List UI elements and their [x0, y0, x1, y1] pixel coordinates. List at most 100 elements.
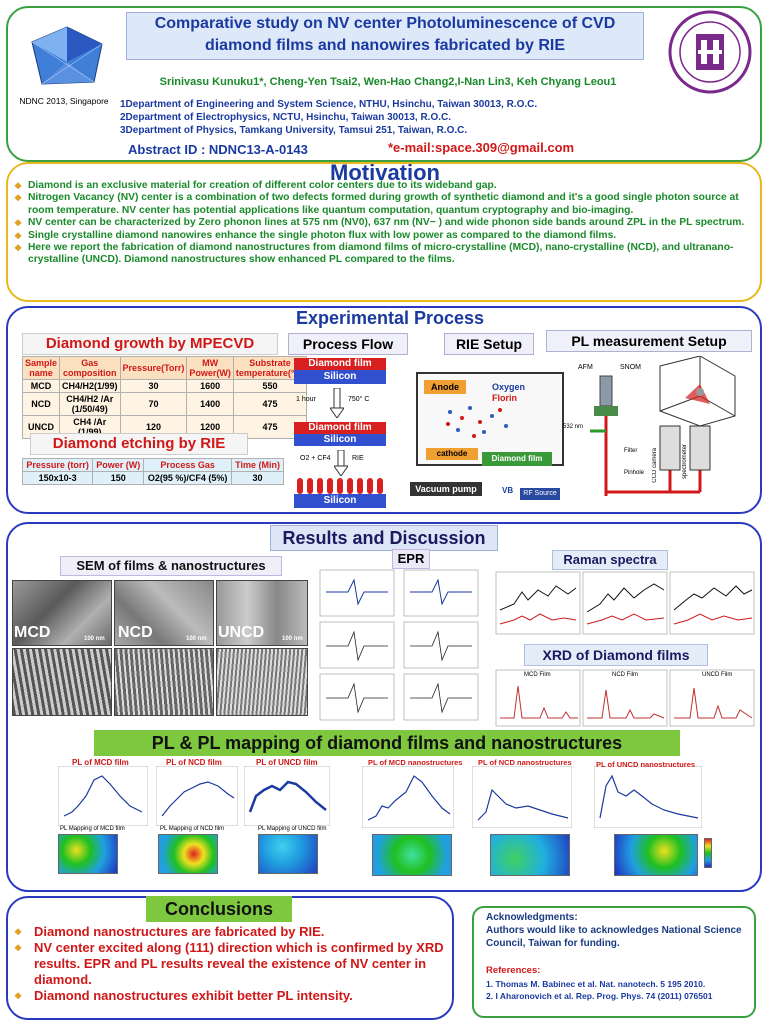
growth-cell: 475	[232, 392, 308, 416]
pl-setup-diagram	[560, 355, 756, 506]
growth-cell: 30	[119, 379, 188, 393]
poster-title-line1: Comparative study on NV center Photolumi…	[154, 15, 616, 32]
abstract-id: Abstract ID : NDNC13-A-0143	[128, 142, 308, 157]
raman-panel	[494, 570, 756, 636]
rie-vacuum-pump: Vacuum pump	[410, 482, 482, 496]
pl-label-4: PL of MCD nanostructures	[368, 758, 463, 767]
etch-cell: 150	[92, 471, 145, 485]
pl-spec-label: spectrometer	[682, 444, 688, 480]
raman-title: Raman spectra	[552, 550, 668, 570]
motivation-box	[6, 162, 762, 302]
pl-plot-ncd-film	[155, 765, 239, 827]
ack-title: Acknowledgments:	[486, 912, 578, 923]
pl-label-3: PL of UNCD film	[256, 758, 318, 767]
rie-cathode: cathode	[426, 448, 478, 460]
pf-rie: RIE	[352, 455, 364, 462]
pl-setup-label: PL measurement Setup	[546, 330, 752, 352]
etch-title: Diamond etching by RIE	[30, 433, 248, 455]
pl-map-ncd-nano	[490, 834, 570, 876]
pf-silicon-1: Silicon	[294, 370, 386, 384]
sem-mcd-film	[12, 580, 112, 646]
rie-diamond-film: Diamond film	[482, 452, 552, 466]
pl-plot-uncd-film	[243, 765, 331, 827]
university-logo	[668, 10, 752, 94]
experimental-box	[6, 306, 762, 514]
process-flow-label: Process Flow	[288, 333, 408, 355]
pl-plot-mcd-nano	[361, 765, 455, 829]
growth-header: Pressure(Torr)	[119, 356, 188, 380]
pl-colorbar	[704, 838, 712, 868]
growth-table: Sample name Gas composition Pressure(Tor…	[21, 356, 308, 439]
reference-1: 1. Thomas M. Babinec et al. Nat. nanotec…	[486, 979, 706, 989]
pl-map-mcd-nano	[372, 834, 452, 876]
pl-snom-label: SNOM	[620, 364, 641, 371]
sem-uncd-film	[216, 580, 308, 646]
conclusion-item: Diamond nanostructures are fabricated by…	[14, 924, 448, 940]
etch-header: Power (W)	[92, 458, 145, 472]
results-title: Results and Discussion	[270, 525, 498, 551]
growth-cell: CH4/H2(1/99)	[59, 379, 121, 393]
sem-label-ncd: NCD	[118, 624, 153, 641]
motivation-bullet: NV center can be characterized by Zero p…	[14, 217, 754, 230]
rie-vb: VB	[502, 486, 514, 495]
authors: Srinivasu Kunuku1*, Cheng-Yen Tsai2, Wen…	[159, 76, 617, 88]
motivation-list: Diamond is an exclusive material for cre…	[14, 180, 754, 267]
rie-setup-label: RIE Setup	[444, 333, 534, 355]
growth-cell: 70	[119, 392, 188, 416]
conference-logo	[22, 22, 112, 100]
pl-map-uncd-nano	[614, 834, 698, 876]
pf-nanowires	[294, 476, 386, 494]
pl-label-2: PL of NCD film	[166, 758, 222, 767]
motivation-bullet: Nitrogen Vacancy (NV) center is a combin…	[14, 192, 754, 217]
conclusions-list: Diamond nanostructures are fabricated by…	[14, 924, 448, 1004]
pl-title: PL & PL mapping of diamond films and nan…	[94, 730, 680, 756]
ack-text: Authors would like to acknowledges Natio…	[486, 925, 742, 949]
etch-header: Process Gas	[143, 458, 233, 472]
xrd-label-mcd: MCD Film	[524, 672, 551, 678]
sem-ncd-nanostructure	[114, 648, 214, 716]
pl-plot-mcd-film	[57, 765, 149, 827]
rie-rf-source: RF Source	[520, 488, 560, 500]
growth-cell: MCD	[21, 379, 61, 393]
conclusion-item: NV center excited along (111) direction …	[14, 940, 448, 988]
rie-anode: Anode	[424, 380, 466, 394]
pl-label-5: PL of NCD nanostructures	[478, 758, 572, 767]
conference-label: NDNC 2013, Singapore	[19, 96, 109, 106]
pl-map-label-2: PL Mapping of NCD film	[160, 826, 225, 832]
pl-532-label: 532 nm	[563, 424, 584, 430]
conclusions-title: Conclusions	[146, 896, 292, 922]
sem-title: SEM of films & nanostructures	[60, 556, 282, 576]
growth-cell: 1600	[186, 379, 234, 393]
sem-scale-2: 100 nm	[186, 636, 207, 642]
affiliation-3: 3Department of Physics, Tamkang Universi…	[120, 125, 468, 136]
pl-filter-label: Filter	[624, 448, 638, 454]
ack-box	[472, 906, 756, 1018]
pf-arrow-2	[333, 449, 349, 477]
affiliation-2: 2Department of Electrophysics, NCTU, Hsi…	[120, 112, 452, 123]
etch-header: Pressure (torr)	[21, 458, 94, 472]
pl-map-uncd-film	[258, 834, 318, 874]
sem-label-uncd: UNCD	[218, 624, 265, 641]
experimental-title: Experimental Process	[295, 308, 485, 328]
pl-afm-label: AFM	[578, 364, 593, 371]
growth-header: Gas composition	[59, 356, 121, 380]
pl-label-6: PL of UNCD nanostructures	[596, 760, 696, 769]
contact-email: *e-mail:space.309@gmail.com	[388, 140, 575, 155]
pl-pinhole-label: Pinhole	[624, 470, 645, 476]
epr-panel	[318, 568, 480, 724]
etch-cell: 30	[231, 471, 284, 485]
growth-title: Diamond growth by MPECVD	[22, 333, 278, 355]
growth-cell: NCD	[21, 392, 61, 416]
growth-cell: 1400	[186, 392, 234, 416]
conclusion-item: Diamond nanostructures exhibit better PL…	[14, 988, 448, 1004]
xrd-label-ncd: NCD Film	[612, 672, 638, 678]
growth-header: Sample name	[21, 356, 61, 380]
pl-plot-uncd-nano	[593, 765, 703, 829]
xrd-label-uncd: UNCD Film	[702, 672, 733, 678]
motivation-bullet: Diamond is an exclusive material for cre…	[14, 180, 754, 193]
pf-arrow-1	[329, 387, 345, 419]
pf-silicon-3: Silicon	[294, 494, 386, 508]
etch-cell: 150x10-3	[21, 471, 94, 485]
pf-step-time: 1 hour	[296, 396, 316, 403]
sem-label-mcd: MCD	[14, 624, 51, 641]
